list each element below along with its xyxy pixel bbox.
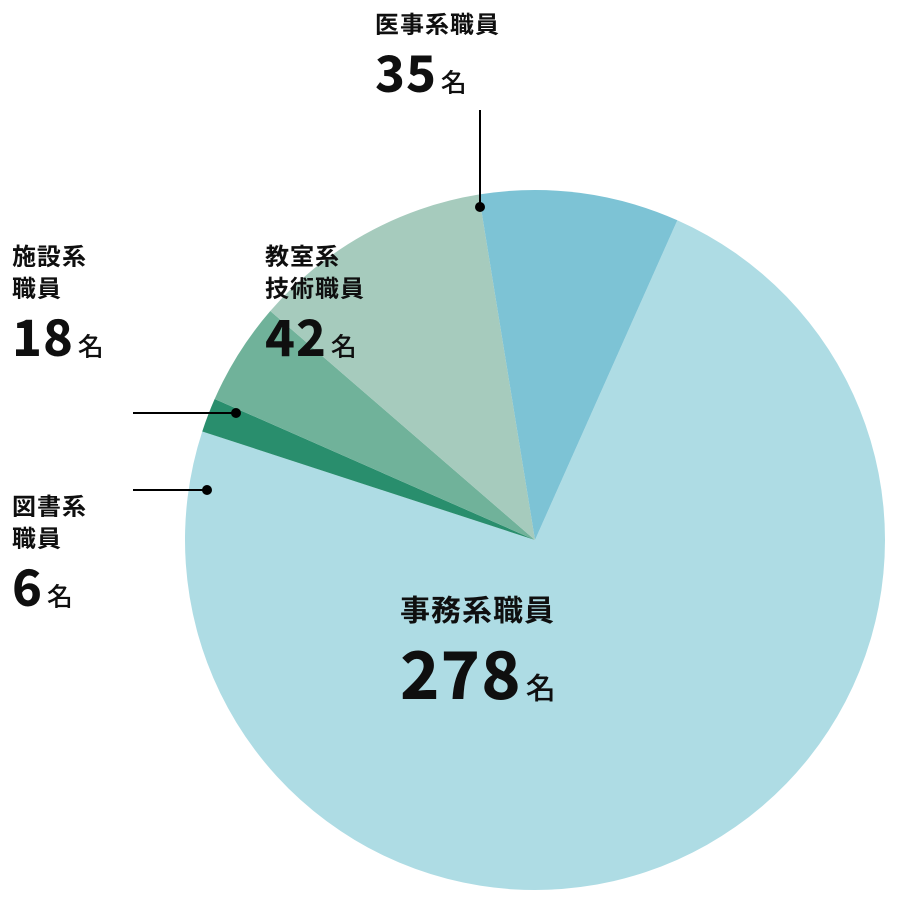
label-kyoshitsu-cat2: 技術職員 xyxy=(265,272,365,302)
label-tosho-cat2: 職員 xyxy=(12,522,87,552)
label-jimu-unit: 名 xyxy=(526,668,557,706)
pie-svg xyxy=(0,0,900,904)
label-shisetsu-unit: 名 xyxy=(78,330,105,363)
pie-chart: 医事系職員 35 名 教室系 技術職員 42 名 施設系 職員 18 名 図書系… xyxy=(0,0,900,904)
label-tosho-num: 6 xyxy=(12,554,43,617)
label-tosho-unit: 名 xyxy=(47,580,74,613)
label-shisetsu: 施設系 職員 18 名 xyxy=(12,240,105,367)
label-shisetsu-cat1: 施設系 xyxy=(12,240,105,270)
label-kyoshitsu-num: 42 xyxy=(265,304,327,367)
label-iji: 医事系職員 35 名 xyxy=(375,8,500,103)
label-iji-num: 35 xyxy=(375,40,437,103)
label-jimu-num: 278 xyxy=(400,630,522,713)
label-iji-cat: 医事系職員 xyxy=(375,8,500,38)
label-shisetsu-cat2: 職員 xyxy=(12,272,105,302)
label-jimu-cat: 事務系職員 xyxy=(400,590,557,628)
label-tosho-cat1: 図書系 xyxy=(12,490,87,520)
label-kyoshitsu-cat1: 教室系 xyxy=(265,240,365,270)
label-shisetsu-num: 18 xyxy=(12,304,74,367)
label-kyoshitsu: 教室系 技術職員 42 名 xyxy=(265,240,365,367)
label-iji-unit: 名 xyxy=(441,66,468,99)
label-jimu: 事務系職員 278 名 xyxy=(400,590,557,712)
label-tosho: 図書系 職員 6 名 xyxy=(12,490,87,617)
label-kyoshitsu-unit: 名 xyxy=(331,330,358,363)
